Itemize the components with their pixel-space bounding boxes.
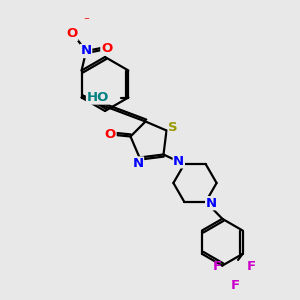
- Text: S: S: [168, 121, 178, 134]
- Text: F: F: [212, 260, 222, 273]
- Text: O: O: [66, 27, 78, 40]
- Text: HO: HO: [86, 91, 109, 104]
- Text: ⁻: ⁻: [83, 16, 89, 26]
- Text: O: O: [105, 128, 116, 142]
- Text: N: N: [206, 197, 217, 210]
- Text: F: F: [230, 279, 240, 292]
- Text: O: O: [101, 41, 112, 55]
- Text: N: N: [132, 157, 144, 170]
- Text: N: N: [173, 155, 184, 168]
- Text: N: N: [81, 44, 92, 58]
- Text: F: F: [247, 260, 256, 273]
